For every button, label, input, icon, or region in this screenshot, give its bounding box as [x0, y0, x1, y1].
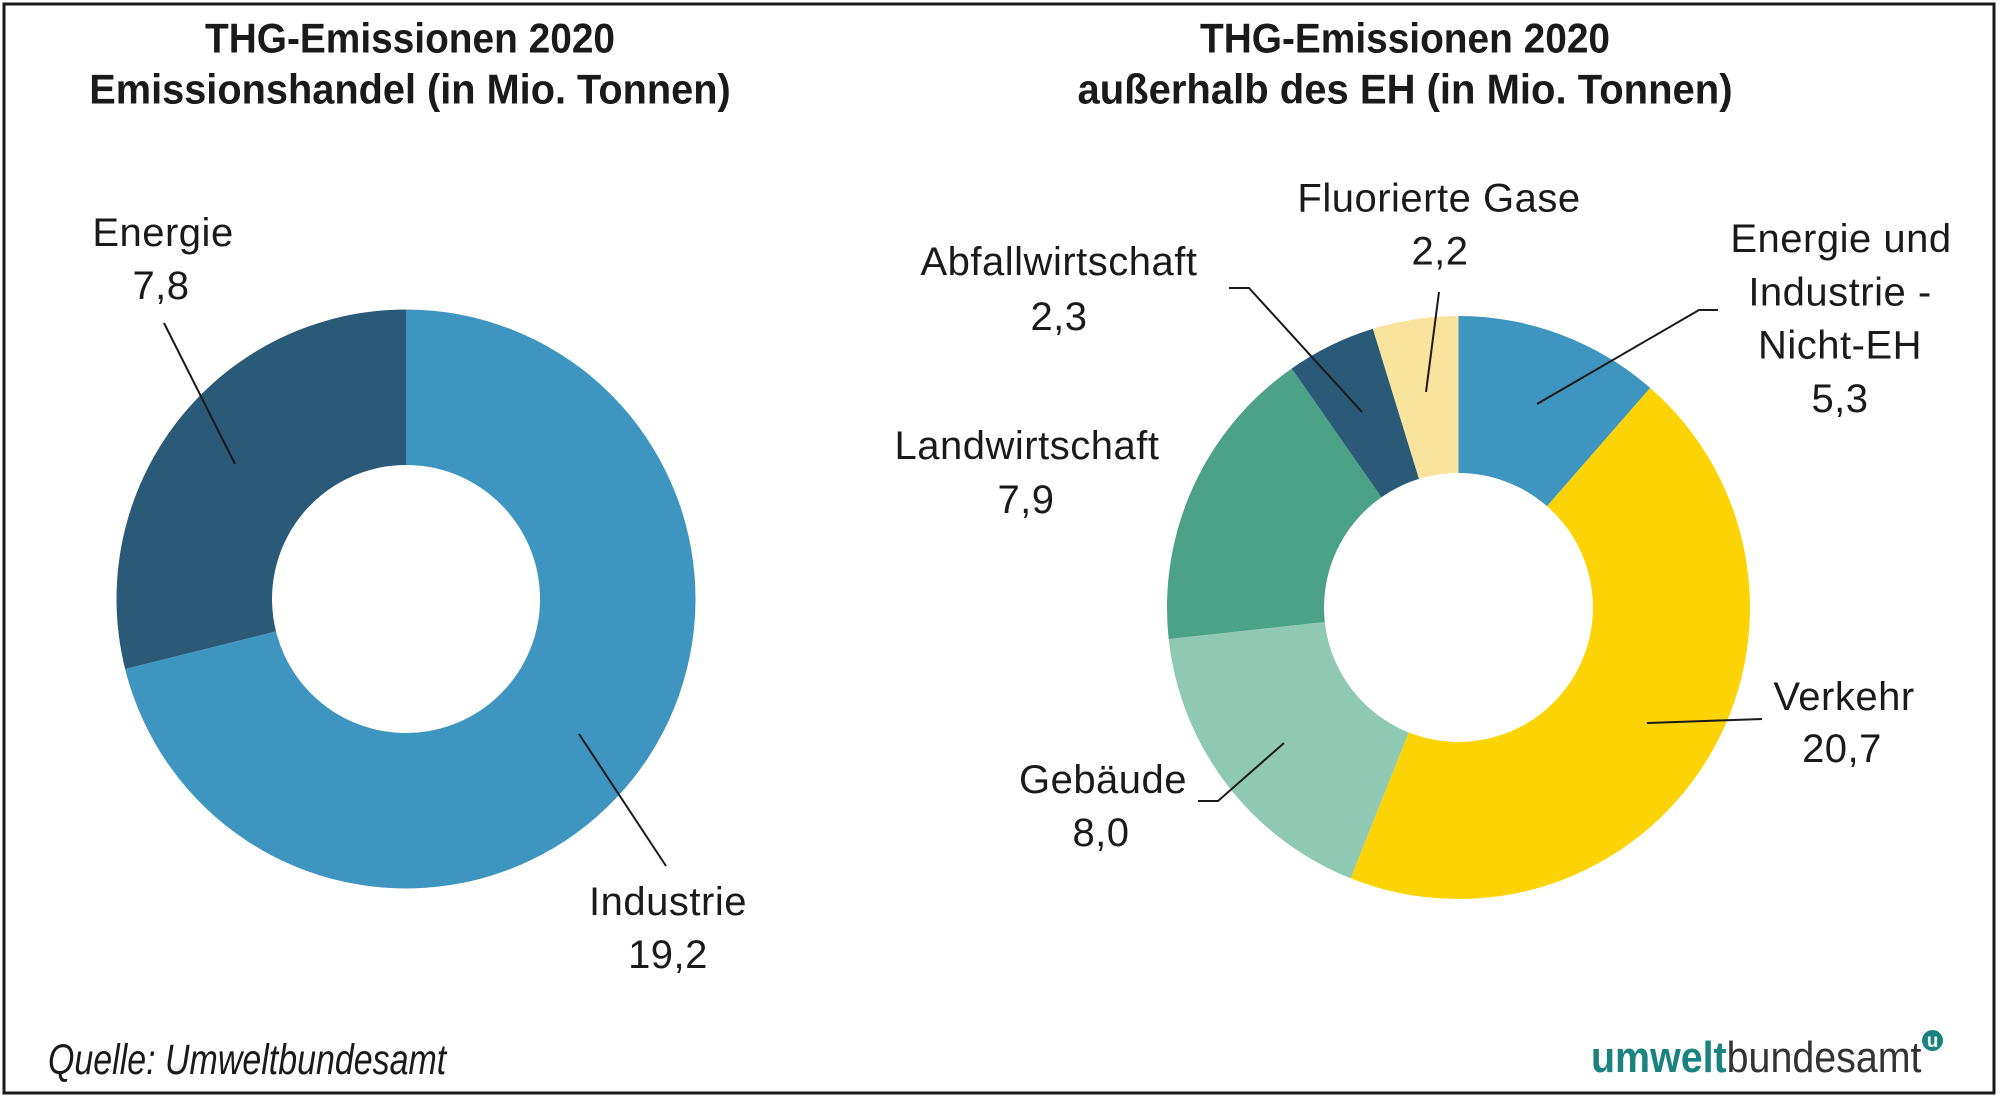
svg-text:20,7: 20,7 [1802, 727, 1882, 771]
svg-text:2,2: 2,2 [1411, 230, 1468, 274]
svg-text:Verkehr: Verkehr [1773, 675, 1914, 719]
svg-text:Gebäude: Gebäude [1019, 758, 1187, 802]
svg-text:THG-Emissionen 2020: THG-Emissionen 2020 [205, 14, 615, 62]
svg-text:Emissionshandel (in Mio. Tonne: Emissionshandel (in Mio. Tonnen) [89, 65, 731, 112]
svg-text:Fluorierte Gase: Fluorierte Gase [1297, 177, 1580, 221]
svg-text:umweltbundesamt: umweltbundesamt [1591, 1032, 1922, 1082]
svg-text:u: u [1927, 1031, 1939, 1052]
svg-text:THG-Emissionen 2020: THG-Emissionen 2020 [1200, 14, 1610, 62]
svg-text:Landwirtschaft: Landwirtschaft [895, 424, 1160, 468]
svg-text:Abfallwirtschaft: Abfallwirtschaft [921, 240, 1198, 284]
svg-text:Quelle: Umweltbundesamt: Quelle: Umweltbundesamt [48, 1036, 448, 1084]
svg-text:7,9: 7,9 [997, 478, 1054, 522]
svg-text:Energie: Energie [92, 211, 233, 255]
svg-text:Energie und: Energie und [1730, 217, 1951, 261]
svg-text:5,3: 5,3 [1811, 377, 1868, 421]
svg-text:7,8: 7,8 [132, 264, 189, 308]
svg-text:Industrie: Industrie [589, 880, 747, 924]
svg-text:Industrie -: Industrie - [1748, 270, 1931, 314]
svg-text:19,2: 19,2 [628, 933, 708, 977]
svg-text:außerhalb des EH (in Mio. Tonn: außerhalb des EH (in Mio. Tonnen) [1077, 65, 1732, 112]
svg-text:Nicht-EH: Nicht-EH [1758, 324, 1922, 368]
svg-text:8,0: 8,0 [1072, 811, 1129, 855]
svg-text:2,3: 2,3 [1030, 295, 1087, 339]
